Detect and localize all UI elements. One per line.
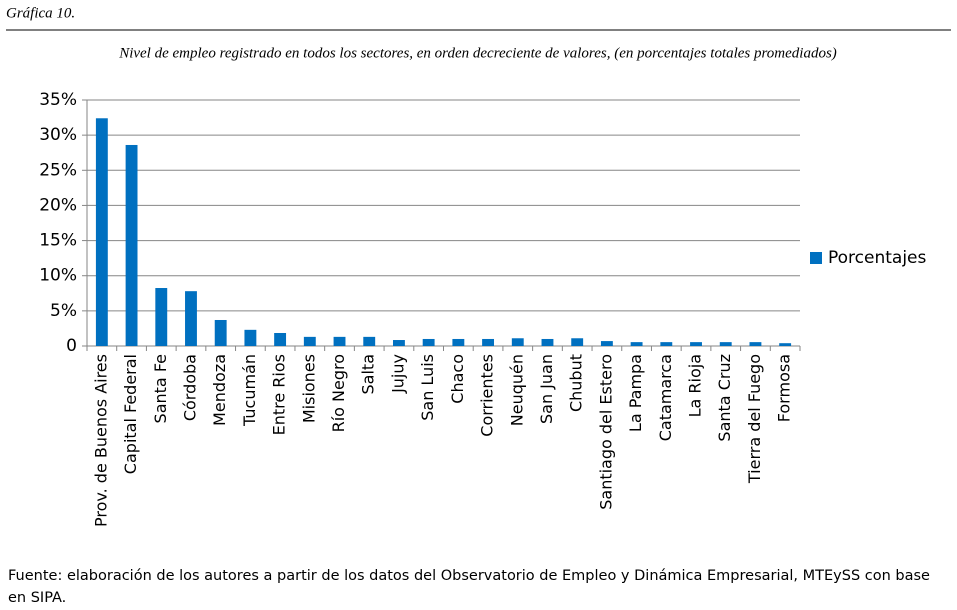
y-tick-label: 10% [39,266,77,286]
y-tick-label: 35% [39,90,77,110]
chart: Gráfica 10. Nivel de empleo registrado e… [6,5,951,527]
bar [749,342,762,346]
bar [600,341,613,346]
bar [185,291,197,346]
x-tick-label: Corrientes [478,354,497,437]
y-tick-label: 20% [39,195,77,215]
y-tick-label: 0 [66,336,77,356]
bar [719,342,732,346]
x-tick-label: Catamarca [656,354,675,441]
bar [690,342,702,346]
x-tick-label: San Luis [418,354,437,421]
x-tick-label: Misiones [299,354,318,423]
legend-swatch [810,252,822,264]
x-tick-label: Santiago del Estero [596,354,615,510]
legend-label: Porcentajes [828,248,927,268]
bar [779,343,792,346]
y-tick-label: 30% [39,125,77,145]
bar [660,342,673,346]
bar [452,338,465,346]
x-tick-label: Santa Fe [151,354,170,423]
x-tick-label: Córdoba [180,354,199,421]
x-tick-label: Formosa [775,354,794,422]
bar [392,340,405,346]
x-tick-label: Mendoza [210,354,229,426]
x-tick-label: Prov. de Buenos Aires [91,354,110,527]
bar [244,329,257,346]
bar [333,336,346,346]
bar [214,319,227,346]
x-tick-label: Jujuy [388,354,407,394]
bar [125,144,138,346]
bar [95,118,108,346]
x-tick-label: La Rioja [686,354,705,417]
y-tick-label: 5% [50,301,77,321]
bar [274,332,287,346]
x-tick-label: Tucumán [240,354,259,427]
source-note: Fuente: elaboración de los autores a par… [8,568,930,606]
x-tick-label: San Juan [537,354,556,424]
bar [630,342,643,346]
x-tick-label: Chaco [448,354,467,404]
x-tick-label: La Pampa [626,354,645,432]
figure-label: Gráfica 10. [6,5,75,21]
bar [155,288,168,346]
chart-title: Nivel de empleo registrado en todos los … [118,45,837,61]
bar [511,338,524,346]
bar [482,338,495,346]
bar [303,336,316,346]
y-tick-label: 15% [39,231,77,251]
bar [363,336,376,346]
bar [422,338,435,346]
x-tick-label: Chubut [567,354,586,412]
bar [541,338,554,346]
x-tick-label: Santa Cruz [715,354,734,442]
x-tick-label: Tierra del Fuego [745,354,764,484]
x-tick-label: Entre Rios [270,354,289,435]
y-tick-label: 25% [39,160,77,180]
x-tick-label: Río Negro [329,354,348,432]
x-tick-label: Capital Federal [121,354,140,474]
x-tick-label: Salta [359,354,378,394]
bar [571,338,584,346]
x-tick-label: Neuquén [507,354,526,426]
